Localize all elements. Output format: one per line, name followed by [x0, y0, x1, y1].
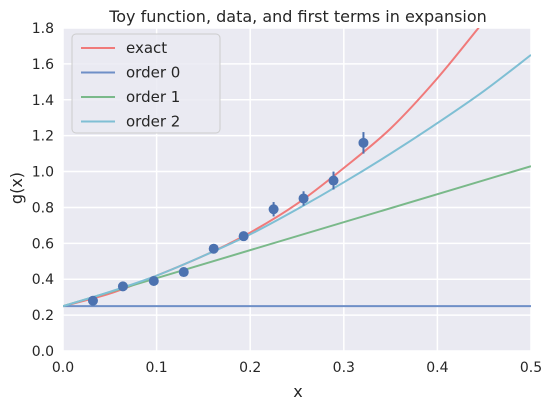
y-tick-label: 1.6	[32, 57, 54, 73]
y-tick-label: 1.2	[32, 129, 54, 145]
data-point	[328, 175, 339, 186]
x-tick-label: 0.0	[52, 360, 74, 376]
legend-label: order 0	[126, 64, 180, 82]
legend-label: exact	[126, 39, 167, 57]
x-axis-label: x	[293, 382, 302, 401]
data-points	[87, 132, 369, 306]
data-point	[298, 193, 309, 204]
y-tick-label: 0.8	[32, 200, 54, 216]
data-point	[178, 267, 189, 278]
y-tick-label: 1.0	[32, 165, 54, 181]
y-axis: 0.0 0.2 0.4 0.6 0.8 1.0 1.2 1.4 1.6 1.8	[32, 21, 54, 360]
legend-box	[71, 33, 221, 134]
data-point	[117, 281, 128, 292]
legend-label: order 1	[126, 88, 180, 106]
data-point	[148, 276, 159, 287]
x-tick-label: 0.5	[520, 360, 542, 376]
data-point	[208, 243, 219, 254]
legend-label: order 2	[126, 113, 180, 131]
series-group	[63, 28, 531, 308]
y-tick-label: 0.0	[32, 344, 54, 360]
data-point	[268, 204, 279, 215]
data-point	[87, 295, 98, 306]
series-line-order-2	[63, 54, 531, 308]
x-tick-label: 0.3	[333, 360, 355, 376]
chart-title: Toy function, data, and first terms in e…	[108, 7, 487, 26]
x-tick-label: 0.4	[426, 360, 448, 376]
x-tick-label: 0.2	[239, 360, 261, 376]
grid	[62, 27, 532, 352]
data-point	[358, 137, 369, 148]
y-tick-label: 1.4	[32, 93, 54, 109]
y-tick-label: 0.4	[32, 272, 54, 288]
y-tick-label: 1.8	[32, 21, 54, 37]
legend: exact order 0 order 1 order 2	[71, 33, 221, 134]
data-point	[238, 231, 249, 242]
y-tick-label: 0.6	[32, 236, 54, 252]
series-line-order-1	[63, 165, 531, 308]
y-axis-label: g(x)	[7, 172, 26, 204]
x-tick-label: 0.1	[145, 360, 167, 376]
x-axis: 0.0 0.1 0.2 0.3 0.4 0.5	[52, 360, 542, 376]
y-tick-label: 0.2	[32, 308, 54, 324]
